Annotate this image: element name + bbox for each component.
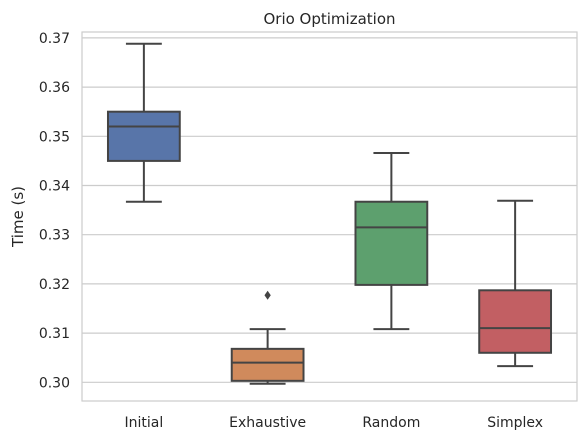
- y-axis-title: Time (s): [9, 186, 27, 248]
- box-group: [230, 290, 305, 385]
- x-tick-labels: Initial Exhaustive Random Simplex: [125, 415, 544, 431]
- box: [354, 200, 429, 286]
- y-tick-label: 0.33: [39, 228, 70, 244]
- y-tick-label: 0.32: [39, 277, 70, 293]
- box: [230, 347, 305, 382]
- box-group: [478, 199, 553, 368]
- x-tick-label: Simplex: [487, 415, 543, 431]
- y-tick-label: 0.35: [39, 129, 70, 145]
- y-tick-label: 0.31: [39, 326, 70, 342]
- x-tick-label: Initial: [125, 415, 164, 431]
- chart-title: Orio Optimization: [263, 10, 395, 28]
- x-tick-label: Exhaustive: [229, 415, 306, 431]
- y-tick-label: 0.37: [39, 31, 70, 47]
- y-tick-label: 0.30: [39, 375, 70, 391]
- box: [106, 110, 181, 162]
- y-tick-label: 0.34: [39, 179, 70, 195]
- box-group: [106, 42, 181, 203]
- boxes: [106, 42, 553, 385]
- box: [478, 289, 553, 354]
- outlier-point: [264, 290, 271, 300]
- y-tick-label: 0.36: [39, 80, 70, 96]
- x-tick-label: Random: [362, 415, 420, 431]
- box-group: [354, 152, 429, 331]
- y-tick-labels: 0.30 0.31 0.32 0.33 0.34 0.35 0.36 0.37: [39, 31, 70, 391]
